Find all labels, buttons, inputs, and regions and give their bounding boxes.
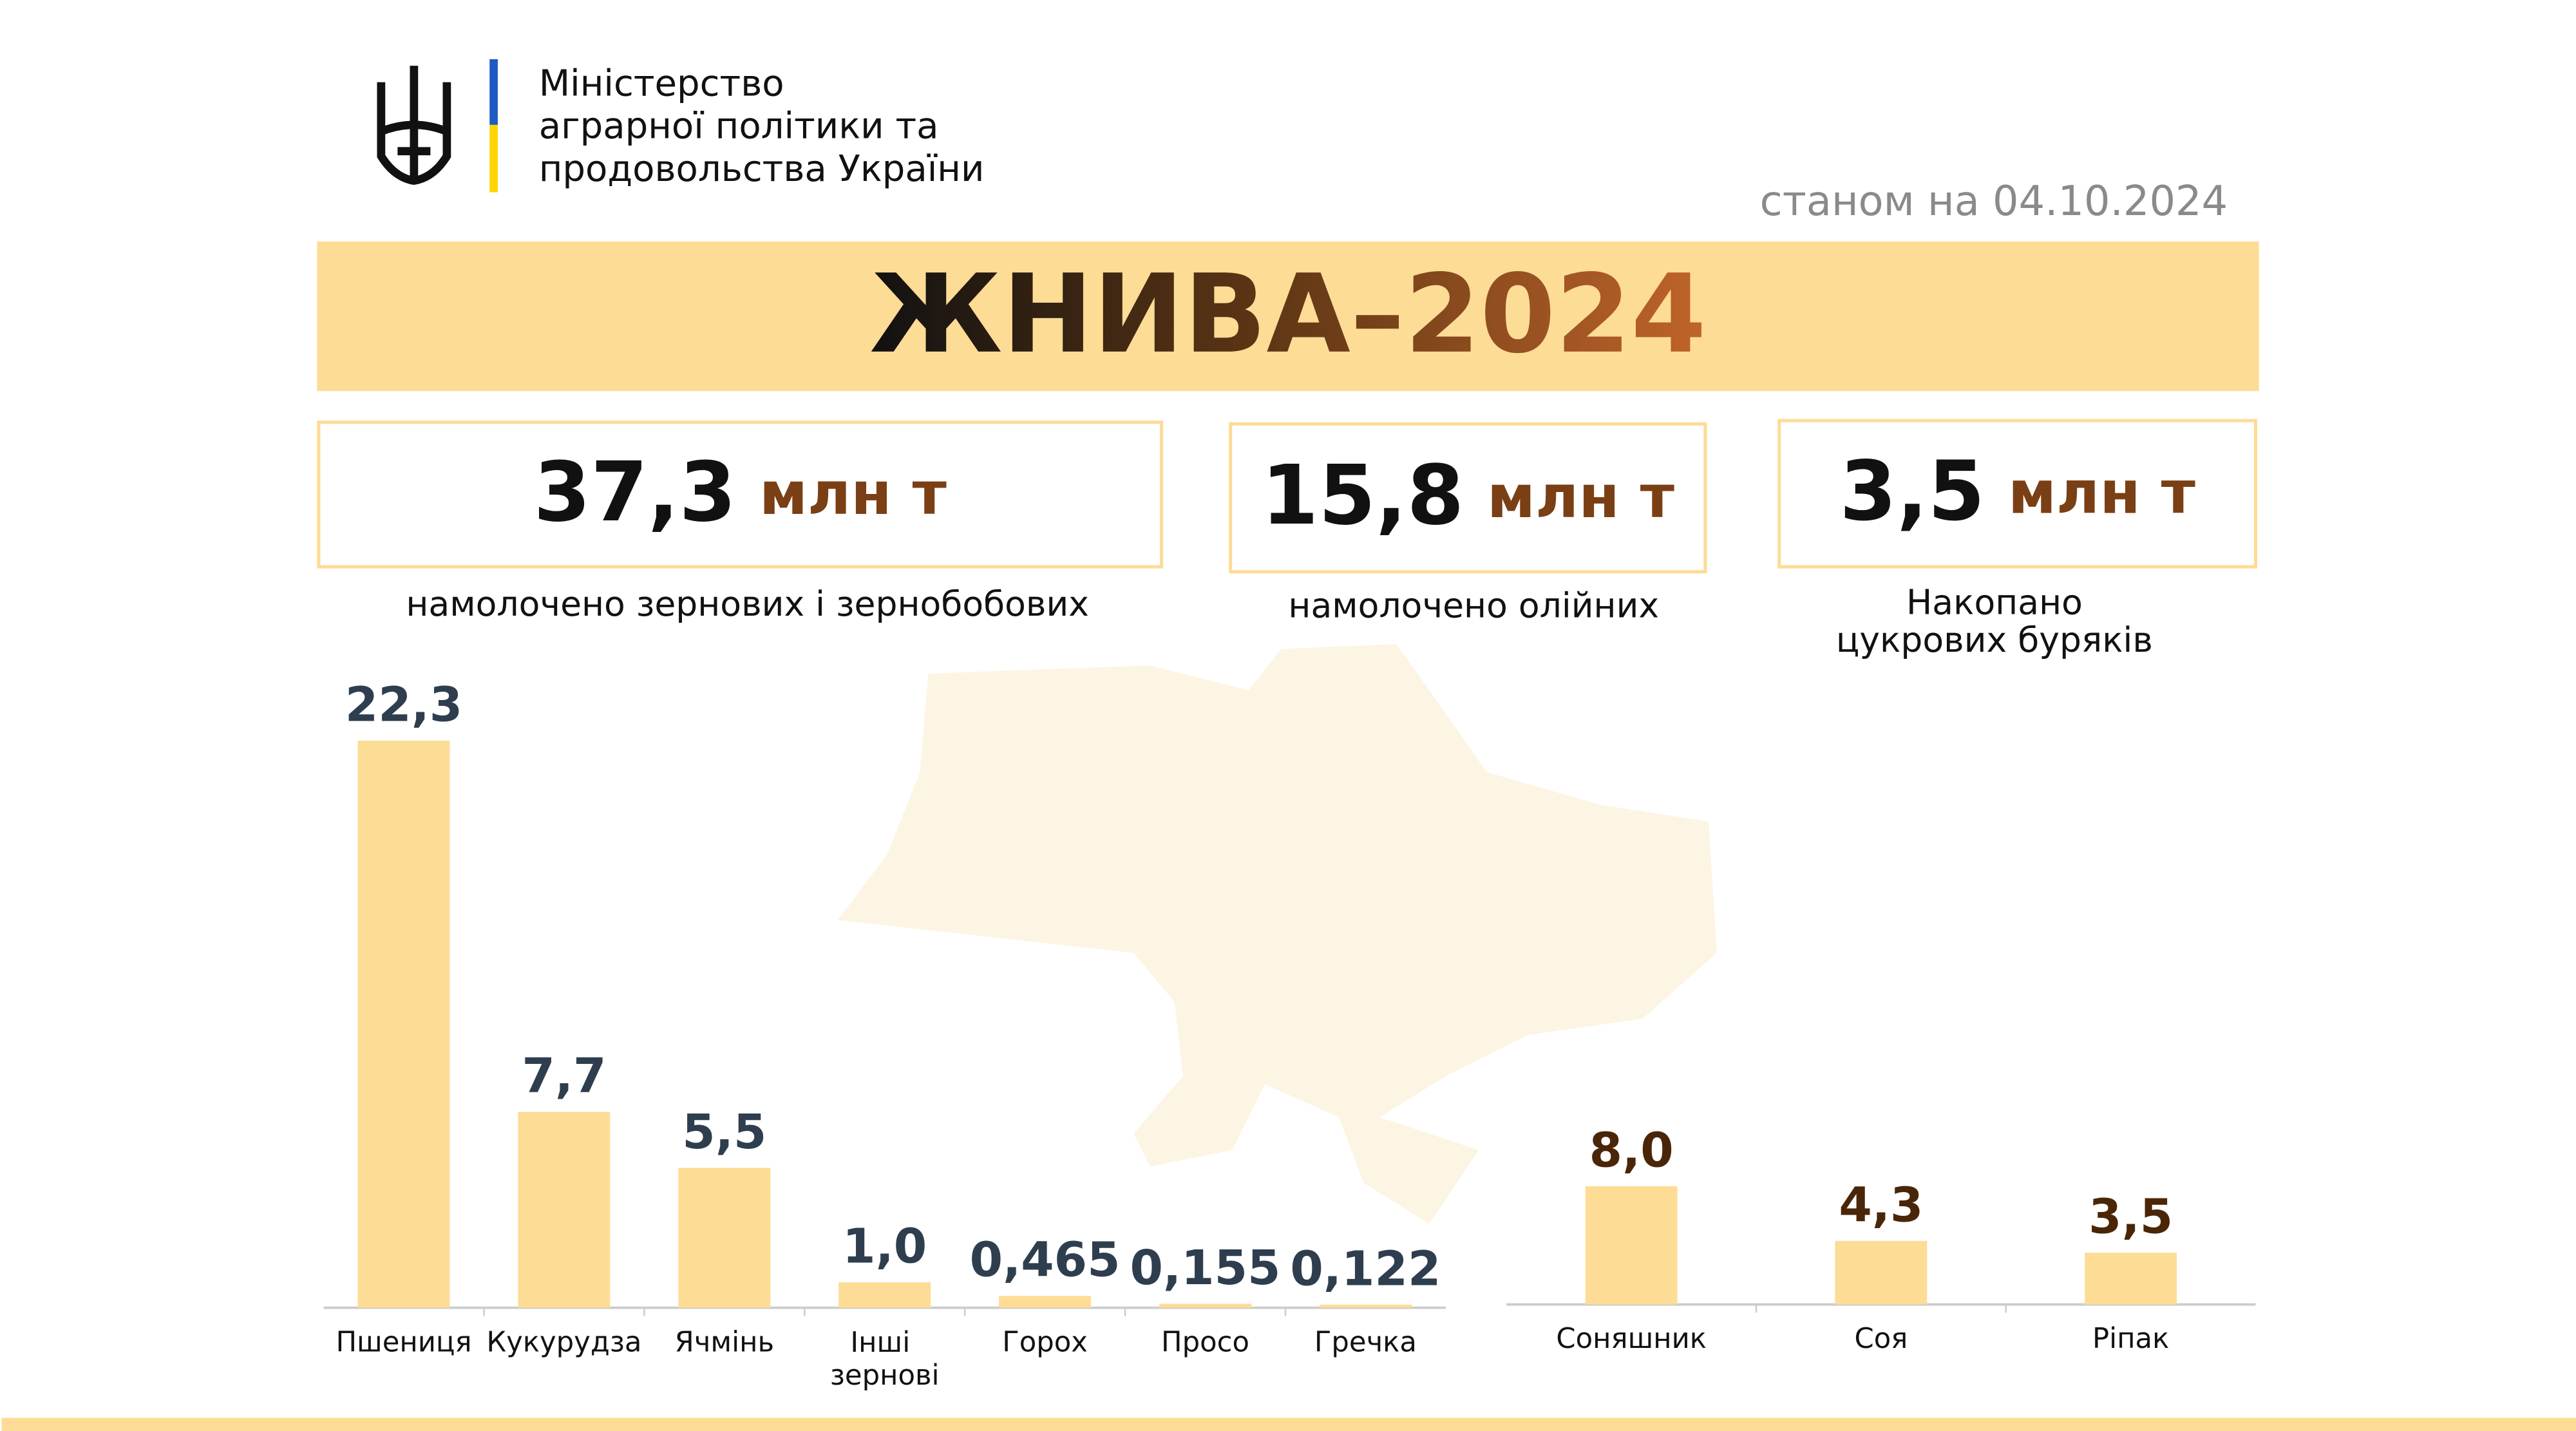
stat-value: 37,3 [534, 445, 737, 540]
x-tick-label: Соняшник [1556, 1323, 1707, 1355]
value-label: 8,0 [1589, 1123, 1674, 1178]
bar [999, 1296, 1092, 1308]
value-label: 0,122 [1290, 1241, 1441, 1296]
emblem [377, 66, 451, 185]
value-label: 1,0 [842, 1219, 927, 1275]
stat-unit: млн т [2008, 459, 2195, 527]
bar [838, 1282, 931, 1308]
flag-blue [489, 59, 498, 125]
bar [1320, 1304, 1412, 1308]
stat-box [1229, 422, 1707, 574]
bar [518, 1112, 611, 1308]
value-label: 0,465 [970, 1233, 1121, 1288]
date: станом на 04.10.2024 [1760, 178, 2228, 225]
value-label: 7,7 [522, 1048, 606, 1104]
x-tick-label: Ячмінь [675, 1326, 774, 1358]
title: ЖНИВА–2024 [869, 251, 1706, 377]
bar [2085, 1253, 2177, 1305]
stat-unit: млн т [759, 459, 947, 528]
stat-box [1777, 419, 2258, 569]
x-tick-label: Пшениця [336, 1326, 471, 1358]
stat-caption: намолочено зернових і зернобобових [406, 583, 1089, 624]
stat-caption: Накопано [1906, 582, 2083, 622]
bottom-stripe [1, 1417, 2576, 1431]
stat-line: 3,5 млн т [1839, 444, 2195, 540]
x-tick-label: Інші зернові [830, 1326, 940, 1391]
bar [1835, 1240, 1927, 1305]
value-label: 0,155 [1130, 1240, 1281, 1296]
title-banner [317, 242, 2259, 392]
ministry-line: Міністерство [539, 62, 784, 104]
stat-unit: млн т [1487, 462, 1674, 531]
x-tick-label: Горох [1002, 1326, 1088, 1358]
stat-line: 15,8 млн т [1262, 448, 1674, 544]
stat-line: 37,3 млн т [534, 445, 947, 540]
flag-yellow [489, 124, 498, 193]
map [838, 644, 1717, 1224]
x-tick-label: Соя [1854, 1323, 1908, 1355]
x-tick-label: Просо [1161, 1326, 1249, 1358]
value-label: 22,3 [345, 677, 463, 732]
bar [1585, 1186, 1678, 1305]
stat-value: 3,5 [1839, 444, 1985, 540]
bar [1159, 1303, 1251, 1308]
x-tick-label: Гречка [1314, 1326, 1417, 1358]
value-label: 4,3 [1839, 1177, 1923, 1233]
bar [678, 1168, 771, 1308]
x-tick-label: Ріпак [2092, 1323, 2169, 1355]
ministry-line: аграрної політики та [539, 106, 939, 147]
stat-caption: намолочено олійних [1288, 585, 1659, 626]
stat-value: 15,8 [1262, 448, 1464, 544]
stat-caption: цукрових буряків [1836, 620, 2153, 660]
ministry-line: продовольства України [539, 148, 985, 190]
value-label: 3,5 [2088, 1189, 2173, 1245]
bar [357, 741, 450, 1308]
stat-box [317, 421, 1164, 569]
value-label: 5,5 [682, 1104, 766, 1160]
x-tick-label: Кукурудза [486, 1326, 641, 1358]
